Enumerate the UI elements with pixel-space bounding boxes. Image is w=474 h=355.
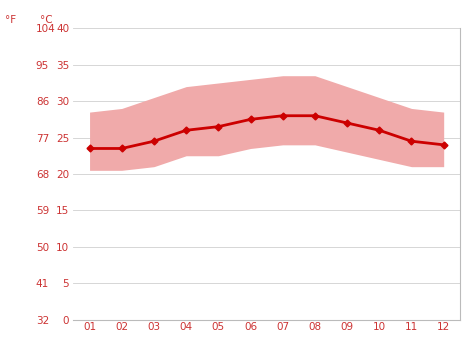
Text: °F: °F <box>5 15 16 25</box>
Text: °C: °C <box>40 15 53 25</box>
